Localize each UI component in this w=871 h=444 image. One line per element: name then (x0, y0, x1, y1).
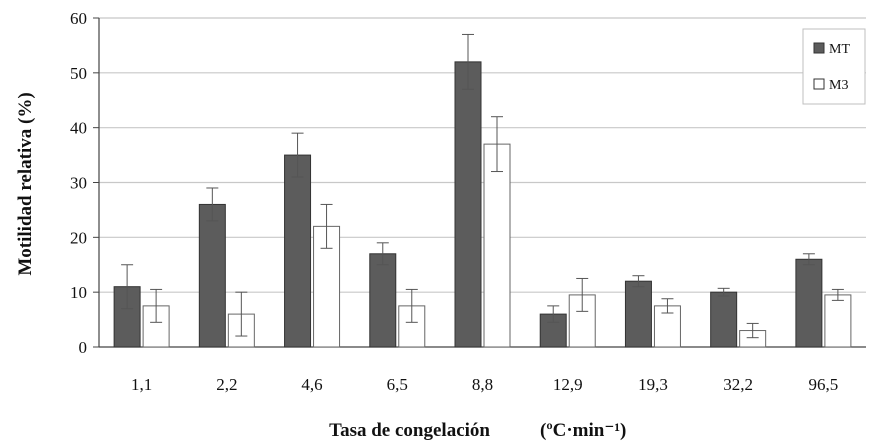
y-tick-label: 50 (70, 64, 87, 83)
bar-mt (284, 154, 312, 348)
tick-labels: 0 10 20 30 40 50 60 1,1 2,2 4,6 6,5 8,8 12,9 19,3 32,2… (70, 9, 838, 394)
x-tick-label: 4,6 (301, 375, 322, 394)
y-tick-label: 10 (70, 283, 87, 302)
x-tick-label: 6,5 (387, 375, 408, 394)
bar-m3 (653, 305, 681, 348)
y-tick-label: 30 (70, 174, 87, 193)
bars (113, 33, 852, 348)
legend: MT M3 (802, 28, 866, 105)
x-tick-label: 12,9 (553, 375, 583, 394)
y-axis-title: Motilidad relativa (%) (15, 92, 36, 275)
bar-mt (795, 258, 823, 348)
gridlines (99, 17, 866, 293)
bar-mt (198, 203, 226, 348)
x-tick-label: 8,8 (472, 375, 493, 394)
x-tick-label: 96,5 (809, 375, 839, 394)
y-tick-label: 20 (70, 228, 87, 247)
y-tick-label: 0 (79, 338, 88, 357)
x-tick-label: 2,2 (216, 375, 237, 394)
bar-m3 (824, 294, 852, 348)
x-axis-title: Tasa de congelación (329, 420, 490, 441)
x-axis-unit: (ºC·min⁻¹) (540, 420, 626, 441)
legend-swatch-m3 (813, 78, 825, 90)
y-tick-label: 60 (70, 9, 87, 28)
x-tick-label: 32,2 (723, 375, 753, 394)
legend-swatch-mt (813, 42, 825, 54)
x-tick-label: 1,1 (131, 375, 152, 394)
bar-mt (624, 280, 652, 348)
bar-mt (710, 291, 738, 348)
legend-label-m3: M3 (829, 78, 848, 93)
axes (93, 17, 866, 348)
legend-label-mt: MT (829, 42, 850, 57)
bar-mt (454, 61, 482, 348)
legend-box (802, 28, 866, 105)
y-tick-label: 40 (70, 119, 87, 138)
bar-mt (369, 253, 397, 348)
x-tick-label: 19,3 (638, 375, 668, 394)
bar-m3 (483, 143, 511, 348)
